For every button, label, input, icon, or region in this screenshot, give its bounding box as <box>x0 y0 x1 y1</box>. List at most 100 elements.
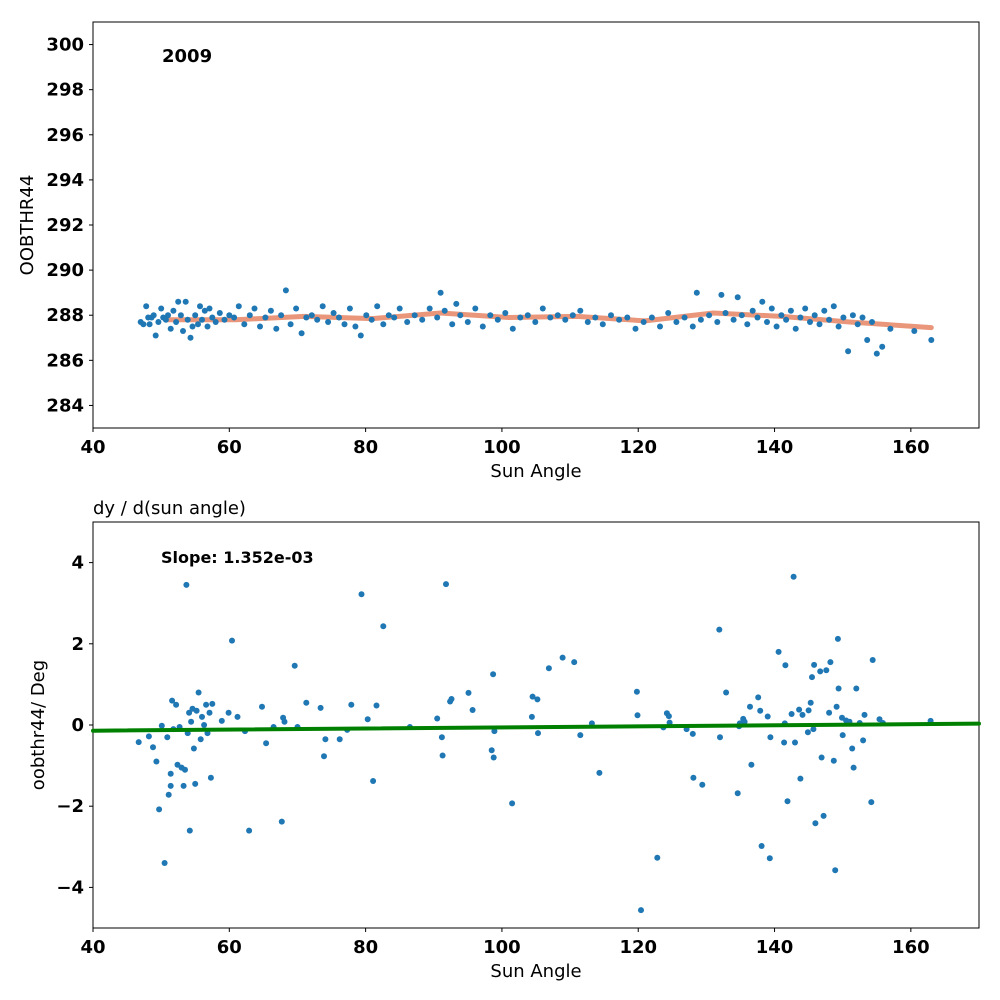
bottom-data-point <box>186 827 193 834</box>
bottom-series-line <box>91 721 981 733</box>
bottom-data-point <box>167 770 174 777</box>
top-data-point <box>632 325 639 332</box>
bottom-x-tick-label: 120 <box>619 937 657 958</box>
top-data-point <box>754 314 761 321</box>
top-data-point <box>807 319 813 325</box>
bottom-data-point <box>488 747 495 754</box>
bottom-data-point <box>767 734 774 741</box>
top-data-point <box>738 312 745 319</box>
bottom-data-point <box>699 781 706 788</box>
bottom-y-axis-label: oobthr44/ Deg <box>28 660 49 790</box>
bottom-data-point <box>716 626 723 633</box>
bottom-data-point <box>790 573 797 580</box>
bottom-data-point <box>690 774 697 781</box>
bottom-data-point <box>817 668 824 675</box>
top-data-point <box>167 325 174 332</box>
top-data-point <box>199 316 205 323</box>
bottom-data-point <box>491 728 498 735</box>
bottom-data-point <box>509 800 516 807</box>
top-data-point <box>648 314 655 321</box>
bottom-data-point <box>741 718 748 725</box>
top-data-point <box>391 314 398 321</box>
bottom-data-point <box>832 867 839 874</box>
bottom-data-point <box>839 732 846 739</box>
top-data-point <box>368 316 375 323</box>
bottom-data-point <box>571 659 578 666</box>
bottom-x-tick-label: 60 <box>217 937 242 958</box>
bottom-data-point <box>577 732 584 739</box>
top-x-ticks: 40 60 80 100 120 140 160 <box>80 428 930 458</box>
bottom-data-point <box>145 733 152 740</box>
top-data-point <box>308 312 315 319</box>
top-data-point <box>197 303 203 310</box>
top-data-point <box>811 312 818 319</box>
top-data-point <box>262 314 269 321</box>
bottom-data-point <box>833 703 840 710</box>
top-data-point <box>457 312 464 319</box>
bottom-data-point <box>263 740 270 747</box>
bottom-data-point <box>861 711 868 718</box>
top-data-point <box>426 305 433 312</box>
top-data-point <box>714 319 721 325</box>
bottom-data-point <box>545 665 552 672</box>
top-data-point <box>150 312 157 319</box>
bottom-data-point <box>193 707 200 714</box>
bottom-data-point <box>820 812 827 819</box>
bottom-data-point <box>529 693 536 700</box>
top-data-point <box>282 287 289 294</box>
bottom-data-point <box>322 736 329 743</box>
top-data-point <box>821 307 828 314</box>
slope-annotation: Slope: 1.352e-03 <box>161 548 314 567</box>
top-data-point <box>487 312 494 319</box>
top-data-point <box>911 328 918 334</box>
bottom-data-point <box>823 667 830 674</box>
bottom-data-point <box>717 734 723 741</box>
top-data-point <box>730 316 737 323</box>
top-data-point <box>802 305 809 312</box>
bottom-data-point <box>781 739 788 746</box>
top-data-point <box>472 305 479 312</box>
bottom-data-point <box>188 718 195 725</box>
bottom-data-point <box>799 711 806 718</box>
top-data-point <box>768 305 775 312</box>
bottom-data-point <box>197 736 204 743</box>
top-data-point <box>764 319 770 325</box>
bottom-data-point <box>747 703 753 710</box>
bottom-data-point <box>259 703 265 710</box>
top-data-point <box>773 323 780 330</box>
top-data-point <box>180 328 186 334</box>
top-data-point <box>437 289 444 296</box>
bottom-data-point <box>654 854 661 861</box>
top-data-point <box>175 298 182 305</box>
top-data-point <box>195 321 201 328</box>
top-data-point <box>693 289 700 296</box>
top-data-point <box>162 316 169 323</box>
top-data-point <box>192 312 199 319</box>
top-data-point <box>873 350 880 357</box>
top-data-point <box>189 323 196 330</box>
top-data-point <box>441 307 448 314</box>
top-data-point <box>404 319 411 325</box>
bottom-data-point <box>438 734 445 741</box>
bottom-data-point <box>853 685 860 692</box>
top-data-point <box>319 303 326 310</box>
bottom-data-point <box>291 662 298 669</box>
bottom-data-point <box>173 701 180 708</box>
bottom-data-point <box>156 806 163 813</box>
bottom-data-point <box>784 798 791 805</box>
bottom-data-point <box>596 769 603 776</box>
top-data-point <box>278 312 285 319</box>
bottom-data-point <box>190 745 197 752</box>
top-data-point <box>554 312 561 319</box>
bottom-data-point <box>201 722 208 728</box>
top-data-point <box>235 303 242 310</box>
top-data-point <box>532 319 539 325</box>
bottom-data-point <box>868 799 875 806</box>
bottom-panel-title: dy / d(sun angle) <box>93 498 246 519</box>
top-x-tick-label: 80 <box>353 437 378 458</box>
top-x-tick-label: 40 <box>80 437 105 458</box>
bottom-data-point <box>234 713 241 720</box>
top-data-point <box>517 314 524 321</box>
top-data-point <box>640 319 647 325</box>
bottom-data-point <box>370 778 377 784</box>
